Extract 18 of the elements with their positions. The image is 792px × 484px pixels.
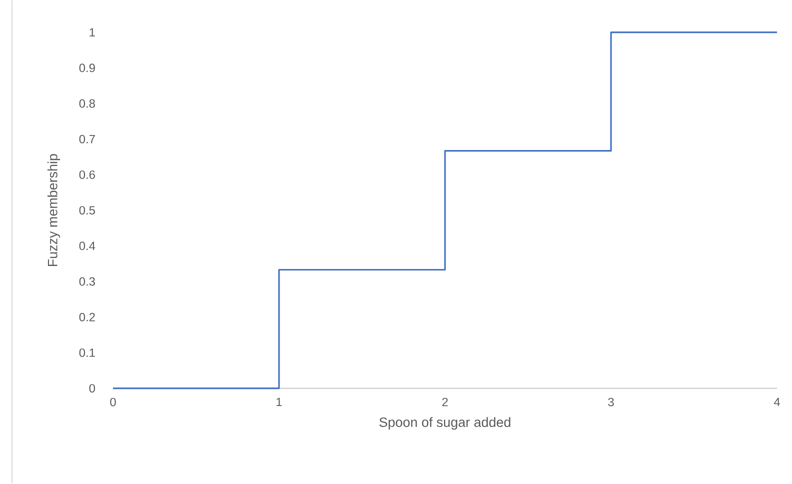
y-tick-label: 0.6 xyxy=(79,170,95,180)
y-tick-label: 1 xyxy=(90,28,95,37)
y-tick-label: 0.2 xyxy=(79,313,95,322)
x-axis-title: Spoon of sugar added xyxy=(379,417,510,430)
x-tick-label: 1 xyxy=(276,398,282,406)
y-tick-label: 0.8 xyxy=(79,99,95,108)
y-tick-label: 0.3 xyxy=(79,277,95,286)
y-tick-label: 0.7 xyxy=(79,135,95,144)
y-tick-label: 0.5 xyxy=(79,206,95,215)
y-tick-label: 0 xyxy=(89,384,96,393)
y-tick-label: 0.9 xyxy=(79,64,95,72)
x-tick-label: 4 xyxy=(774,398,780,406)
y-axis-title: Fuzzy membership xyxy=(47,154,60,266)
x-tick-label: 3 xyxy=(608,398,614,406)
y-tick-label: 0.4 xyxy=(79,242,96,250)
x-tick-label: 0 xyxy=(110,398,116,406)
y-tick-label: 0.1 xyxy=(79,348,95,358)
x-tick-label: 2 xyxy=(442,398,448,406)
